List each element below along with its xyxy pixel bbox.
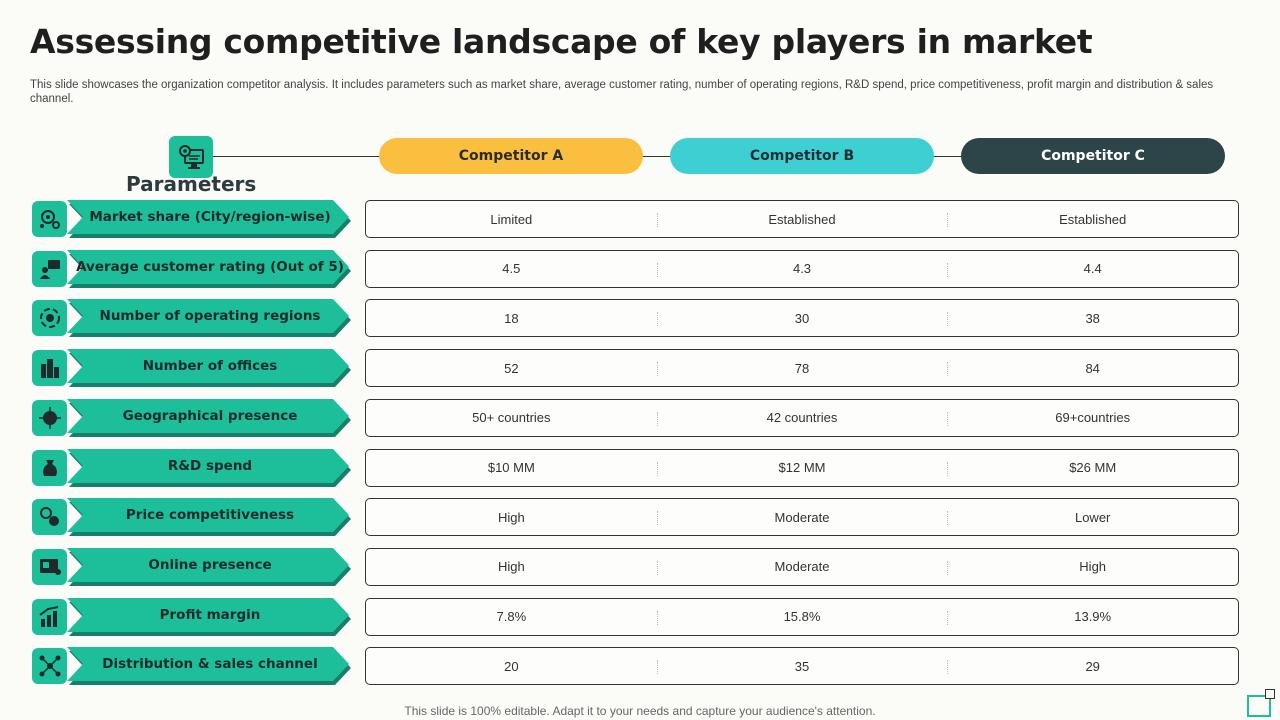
table-row: Number of operating regions 18 30 38: [32, 299, 1242, 338]
parameter-label: Number of operating regions: [99, 308, 321, 325]
competitor-c-value: 84: [947, 350, 1238, 386]
competitor-b-value: Established: [656, 201, 948, 237]
parameter-banner: Geographical presence: [67, 398, 353, 437]
parameter-banner: Average customer rating (Out of 5): [67, 249, 353, 288]
parameter-banner: Profit margin: [67, 597, 353, 636]
parameter-banner: Online presence: [67, 547, 353, 586]
values-box: Limited Established Established: [365, 200, 1239, 238]
computer-settings-icon: [169, 136, 213, 178]
values-box: $10 MM $12 MM $26 MM: [365, 448, 1239, 487]
parameter-banner: Number of operating regions: [67, 299, 353, 338]
parameter-label: Average customer rating (Out of 5): [76, 258, 344, 275]
parameter-banner: Price competitiveness: [67, 498, 353, 537]
competitor-b-value: 35: [656, 648, 948, 684]
table-row: Market share (City/region-wise) Limited Es…: [32, 200, 1242, 238]
table-row: Average customer rating (Out of 5) 4.5 4.3…: [32, 249, 1242, 288]
table-row: Geographical presence 50+ countries 42 cou…: [32, 398, 1242, 437]
parameter-label: Profit margin: [159, 606, 261, 623]
network-icon: [32, 648, 67, 685]
table-row: Price competitiveness High Moderate Lower: [32, 498, 1242, 537]
competitor-c-value: High: [947, 549, 1238, 585]
parameter-label: R&D spend: [167, 457, 253, 474]
values-box: 7.8% 15.8% 13.9%: [365, 597, 1239, 636]
footer-note: This slide is 100% editable. Adapt it to…: [404, 704, 876, 718]
competitor-c-value: Lower: [947, 499, 1238, 535]
competitor-a-value: High: [497, 509, 525, 525]
page-title: Assessing competitive landscape of key p…: [30, 22, 1093, 61]
competitor-a-value: 7.8%: [496, 609, 527, 625]
offices-icon: [32, 350, 67, 387]
competitor-b-value: 4.3: [656, 251, 948, 287]
values-box: 4.5 4.3 4.4: [365, 249, 1239, 288]
competitor-a-value: 50+ countries: [472, 410, 551, 426]
competitor-a-value: 20: [504, 658, 519, 674]
competitor-c-value: 4.4: [947, 251, 1238, 287]
competitor-c-value: 38: [947, 300, 1238, 336]
competitor-c-header: Competitor C: [961, 138, 1225, 174]
values-box: 50+ countries 42 countries 69+countries: [365, 398, 1239, 437]
competitor-b-value: 78: [656, 350, 948, 386]
corner-decoration: [1247, 695, 1271, 717]
money-bag-icon: [32, 449, 67, 486]
competitor-c-value: 69+countries: [947, 400, 1238, 436]
competitor-c-value: 13.9%: [947, 599, 1238, 635]
page-subtitle: This slide showcases the organization co…: [30, 79, 1214, 105]
competitor-b-value: Moderate: [656, 549, 948, 585]
values-box: 20 35 29: [365, 647, 1239, 686]
competitor-b-value: 42 countries: [656, 400, 948, 436]
competitor-a-value: $10 MM: [487, 460, 535, 475]
profit-chart-icon: [32, 598, 67, 635]
competitor-b-value: 30: [656, 300, 948, 336]
competitor-b-value: 15.8%: [656, 599, 948, 635]
values-box: 52 78 84: [365, 349, 1239, 388]
parameter-label: Geographical presence: [122, 407, 298, 424]
competitor-a-value: 4.5: [502, 261, 521, 277]
parameter-banner: R&D spend: [67, 448, 353, 487]
competitor-a-value: High: [497, 559, 525, 575]
values-box: High Moderate High: [365, 547, 1239, 586]
parameter-banner: Number of offices: [67, 349, 353, 388]
table-row: Distribution & sales channel 20 35 29: [32, 647, 1242, 686]
table-row: Profit margin 7.8% 15.8% 13.9%: [32, 597, 1242, 636]
market-share-icon: [32, 201, 67, 237]
competitor-b-value: Moderate: [656, 499, 948, 535]
competitor-a-value: Limited: [490, 211, 533, 227]
parameter-banner: Distribution & sales channel: [67, 647, 353, 686]
parameter-label: Market share (City/region-wise): [89, 209, 331, 225]
parameter-label: Number of offices: [142, 358, 278, 375]
values-box: 18 30 38: [365, 299, 1239, 338]
globe-icon: [32, 399, 67, 436]
competitor-a-header: Competitor A: [379, 138, 643, 174]
price-icon: [32, 499, 67, 536]
values-box: High Moderate Lower: [365, 498, 1239, 537]
parameter-label: Price competitiveness: [125, 507, 295, 524]
parameter-label: Distribution & sales channel: [102, 656, 318, 673]
competitor-b-header: Competitor B: [670, 138, 934, 174]
competitor-a-value: 18: [504, 310, 519, 326]
parameter-label: Online presence: [148, 556, 272, 573]
parameters-heading: Parameters: [126, 172, 257, 196]
customer-rating-icon: [32, 250, 67, 287]
competitor-c-value: Established: [947, 201, 1238, 237]
regions-icon: [32, 300, 67, 337]
competitor-c-value: 29: [947, 648, 1238, 684]
competitor-c-value: $26 MM: [947, 450, 1238, 486]
table-row: Online presence High Moderate High: [32, 547, 1242, 586]
competitor-b-value: $12 MM: [656, 450, 948, 486]
online-icon: [32, 548, 67, 585]
corner-decoration-small: [1265, 689, 1275, 699]
table-row: R&D spend $10 MM $12 MM $26 MM: [32, 448, 1242, 487]
table-row: Number of offices 52 78 84: [32, 349, 1242, 388]
competitor-a-value: 52: [504, 360, 519, 376]
parameter-banner: Market share (City/region-wise): [67, 200, 353, 238]
